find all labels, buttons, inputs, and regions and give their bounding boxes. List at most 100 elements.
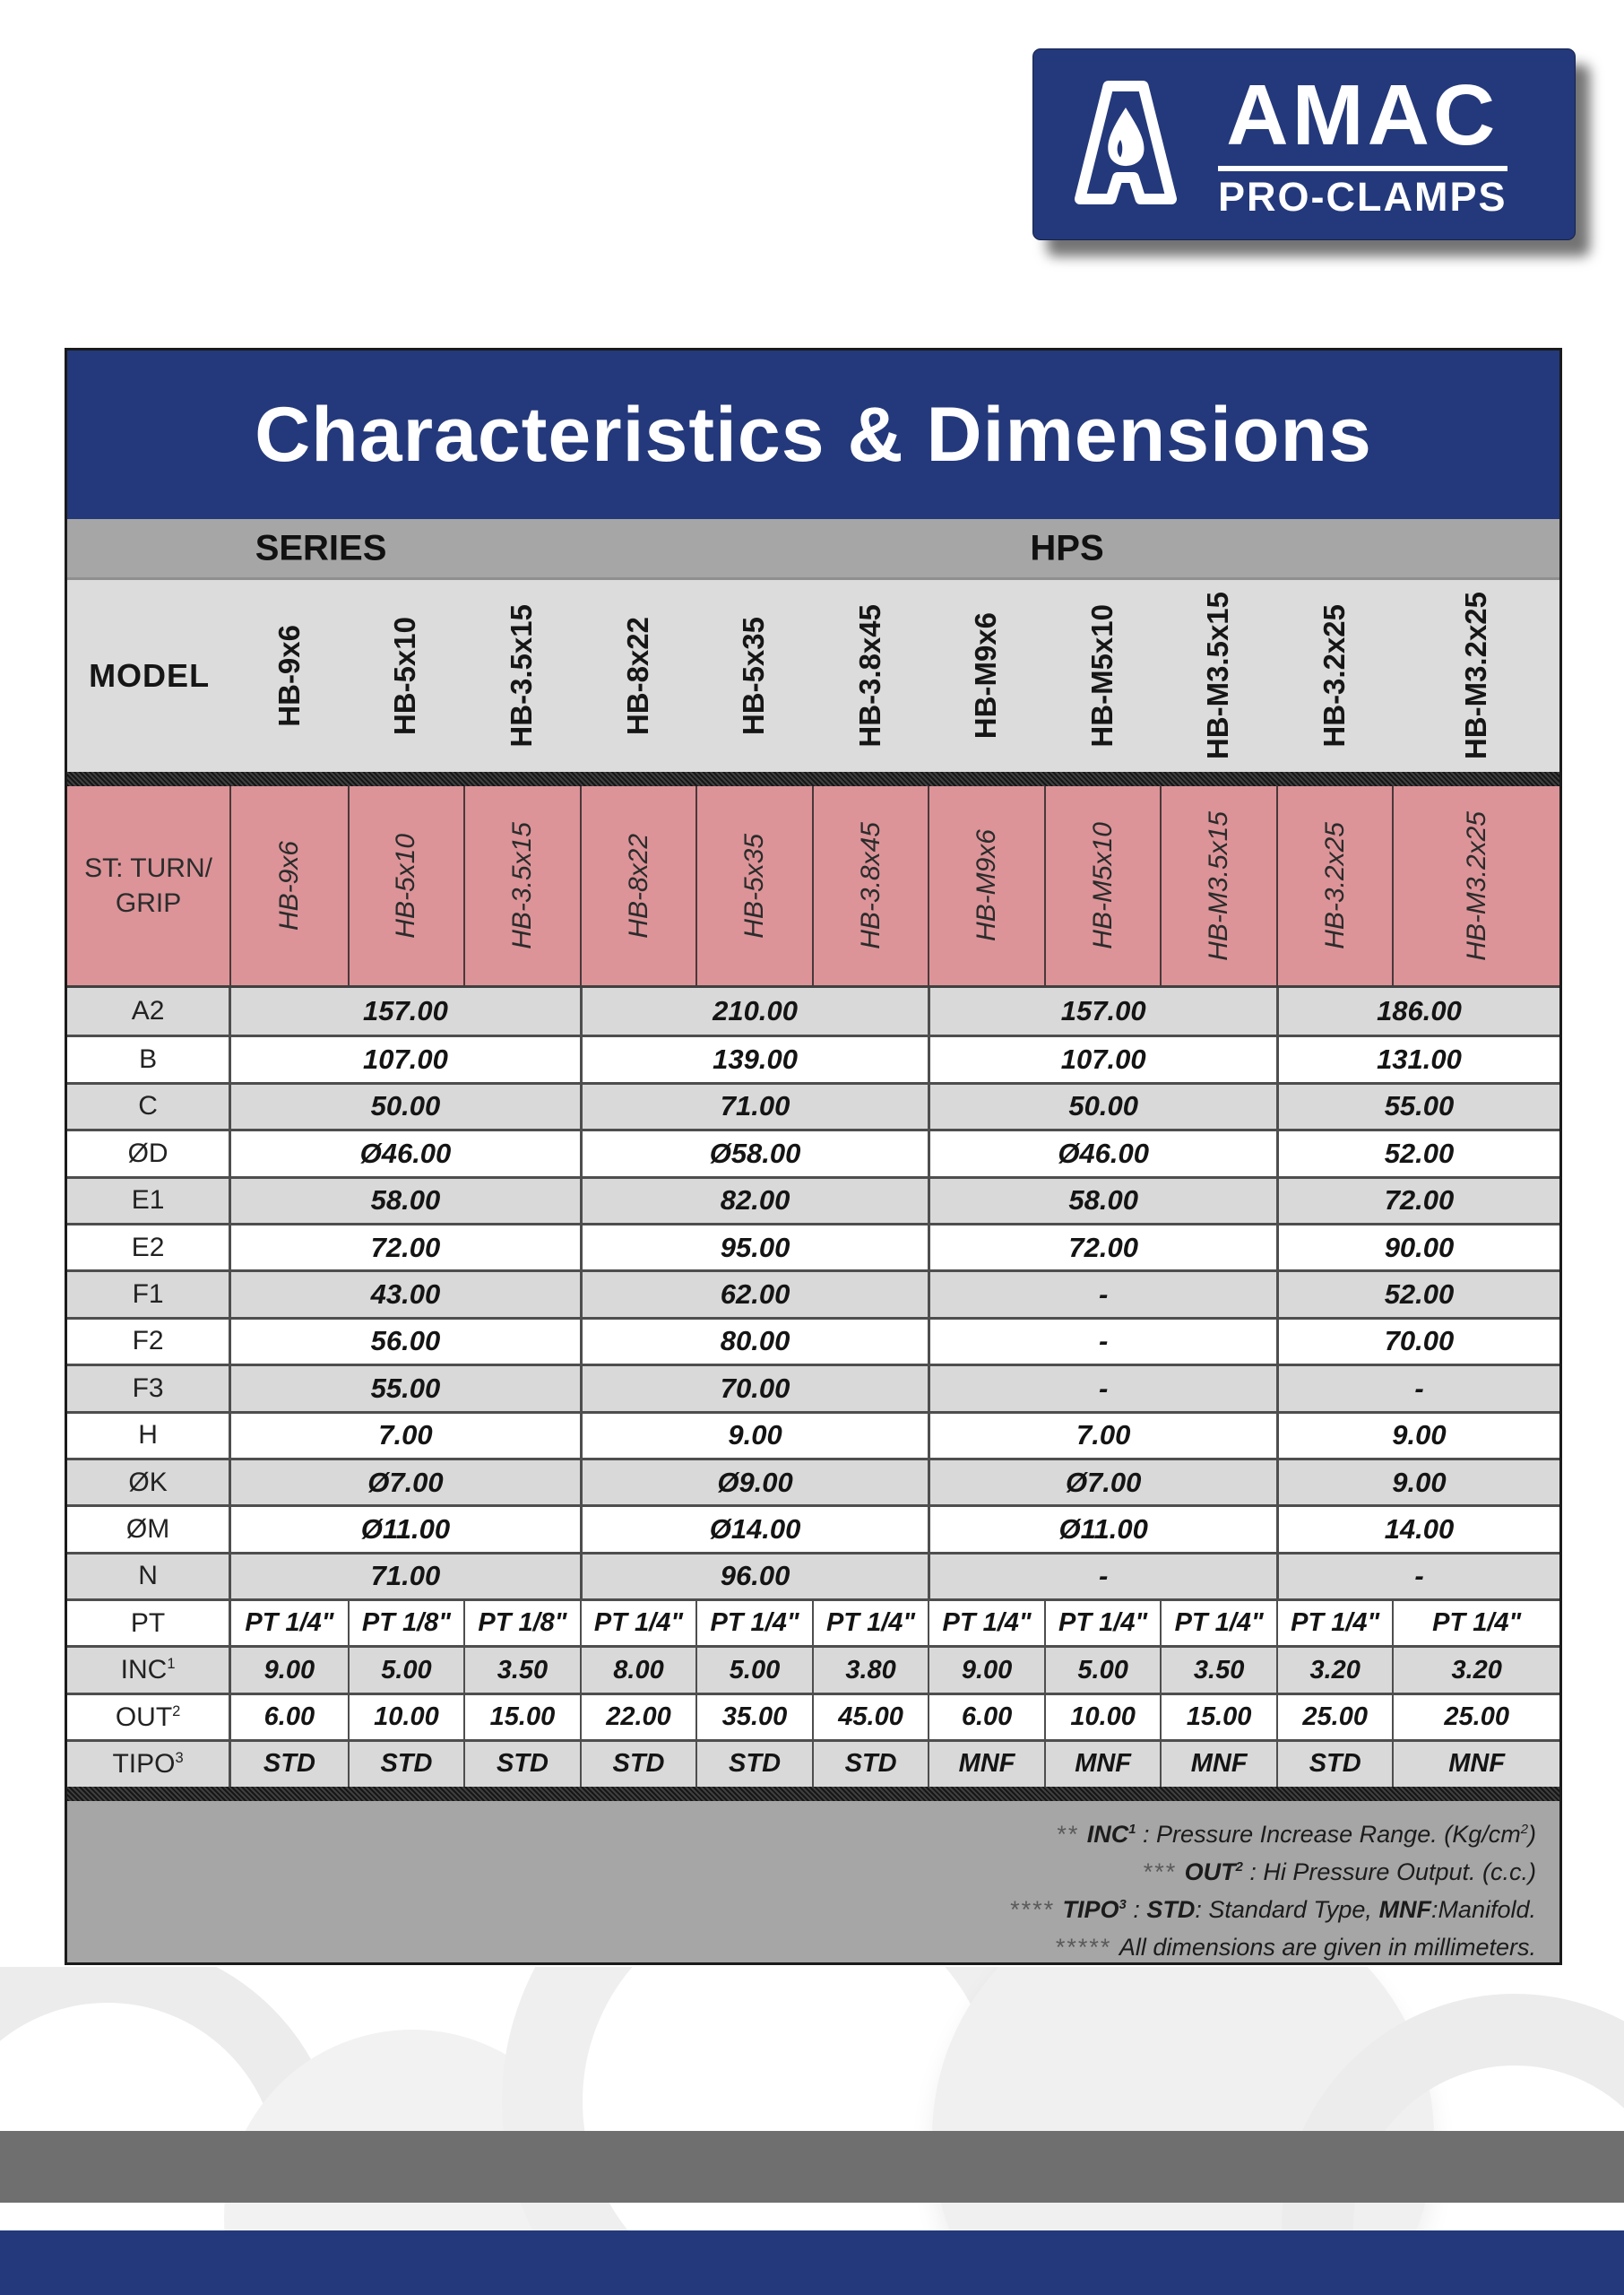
dim-value-cell: 50.00 <box>370 1090 441 1122</box>
dim-value-cell: Ø11.00 <box>360 1512 451 1545</box>
dim-value-cell: Ø58.00 <box>579 1131 929 1176</box>
row-label-superscript: 2 <box>172 1702 181 1719</box>
spec-value-cell: PT 1/4" <box>245 1608 334 1638</box>
dim-value-cell: 210.00 <box>579 988 929 1035</box>
model-name: HB-3.5x15 <box>504 604 538 748</box>
model-name: HB-8x22 <box>620 616 654 736</box>
row-label: B <box>67 1037 232 1082</box>
dim-value-cell: 72.00 <box>928 1225 1276 1270</box>
footnote-superscript: 2 <box>1235 1859 1243 1875</box>
model-name: HB-M3.2x25 <box>1458 592 1492 760</box>
st-turn-grip-row: ST: TURN/ GRIP HB-9x6 HB-5x10 HB-3.5x15 HB-… <box>67 786 1559 988</box>
footnote-segment: MNF <box>1378 1895 1431 1923</box>
model-column-header: HB-9x6 <box>231 580 348 772</box>
st-column-header: HB-8x22 <box>579 786 696 985</box>
st-column-header: HB-9x6 <box>231 786 348 985</box>
st-model-name: HB-M9x6 <box>972 829 1002 942</box>
dim-value-cell: Ø7.00 <box>367 1466 444 1498</box>
dim-value-cell: - <box>928 1366 1276 1411</box>
page-title: Characteristics & Dimensions <box>255 391 1372 478</box>
dim-row: E1 58.00 82.00 58.00 72.00 <box>67 1175 1559 1223</box>
spec-value-cell: PT 1/4" <box>811 1601 929 1646</box>
model-column-header: HB-3.8x45 <box>812 580 929 772</box>
dim-row: F1 43.00 62.00-52.00 <box>67 1269 1559 1317</box>
model-name: HB-5x35 <box>737 616 771 736</box>
st-model-name: HB-M3.5x15 <box>1204 810 1234 961</box>
dim-value-cell: 80.00 <box>579 1319 929 1364</box>
footnote-segment: ) <box>1528 1820 1536 1848</box>
footnote-superscript: 3 <box>1119 1897 1127 1912</box>
dim-value-cell: 56.00 <box>370 1325 441 1357</box>
brand-subname: PRO-CLAMPS <box>1218 173 1507 220</box>
dim-value-cell: 96.00 <box>579 1554 929 1599</box>
row-label-text: OUT2 <box>115 1702 181 1732</box>
spec-row: OUT2 6.00 10.00 15.00 22.00 35.00 45.00 6.00 10.… <box>67 1692 1559 1740</box>
st-row-label-line1: ST: TURN/ <box>84 853 212 883</box>
st-column-header: HB-3.5x15 <box>463 786 580 985</box>
spec-value-cell: STD <box>811 1742 929 1787</box>
footnote-segment: All dimensions are given in millimeters. <box>1119 1933 1536 1961</box>
footnote-segment: Hi Pressure Output. (c.c.) <box>1263 1858 1536 1885</box>
st-model-name: HB-8x22 <box>623 833 653 939</box>
dim-value-cell: Ø11.00 <box>928 1507 1276 1552</box>
dim-row: E2 72.00 95.00 72.00 90.00 <box>67 1222 1559 1270</box>
spec-value-cell: MNF <box>1043 1742 1161 1787</box>
dim-value-cell: 58.00 <box>370 1184 441 1217</box>
footnote-superscript: 2 <box>1520 1822 1528 1837</box>
footnote-line: ** INC1 : Pressure Increase Range. (Kg/c… <box>67 1815 1536 1853</box>
dim-value-cell: Ø46.00 <box>928 1131 1276 1176</box>
row-label-text: INC1 <box>120 1655 176 1685</box>
dim-value-cell: 157.00 <box>928 988 1276 1035</box>
spec-value-cell: STD <box>463 1742 580 1787</box>
dim-value-cell: 55.00 <box>370 1372 441 1404</box>
footnote-superscript: 1 <box>1128 1822 1136 1837</box>
spec-row: INC1 9.00 5.00 3.50 8.00 5.00 3.80 9.00 5.00 3.50… <box>67 1645 1559 1693</box>
model-name: HB-3.2x25 <box>1317 604 1351 748</box>
st-column-header: HB-3.2x25 <box>1275 786 1393 985</box>
title-banner: Characteristics & Dimensions <box>67 351 1559 519</box>
footnote-segment: : <box>1242 1858 1264 1885</box>
brand-logo: AMAC PRO-CLAMPS <box>1032 48 1576 240</box>
st-column-header: HB-M9x6 <box>928 786 1044 985</box>
st-model-name: HB-M5x10 <box>1087 822 1118 949</box>
row-label: PT <box>67 1601 232 1646</box>
dim-row: ØM Ø11.00 Ø14.00 Ø11.00 14.00 <box>67 1504 1559 1552</box>
spec-value-cell: 9.00 <box>928 1648 1044 1693</box>
dim-value-cell: - <box>928 1554 1276 1599</box>
row-label: N <box>67 1554 232 1599</box>
spec-value-cell: 5.00 <box>347 1648 464 1693</box>
spec-value-cell: 45.00 <box>811 1694 929 1740</box>
footnote-segment: Pressure Increase Range. (Kg/cm <box>1156 1820 1521 1848</box>
row-label: A2 <box>67 988 232 1035</box>
spec-value-cell: 25.00 <box>1392 1694 1559 1740</box>
dim-value-cell: 62.00 <box>579 1272 929 1317</box>
dim-value-cell: 72.00 <box>370 1231 441 1263</box>
spec-value-cell: 15.00 <box>463 1694 580 1740</box>
row-label-text: PT <box>130 1607 166 1638</box>
dim-value-cell: 131.00 <box>1275 1037 1559 1082</box>
footnote-segment: :Manifold. <box>1430 1895 1536 1923</box>
dim-row: ØK Ø7.00 Ø9.00 Ø7.00 9.00 <box>67 1457 1559 1505</box>
dim-value-cell: 52.00 <box>1275 1131 1559 1176</box>
brand-divider <box>1218 165 1507 171</box>
spec-value-cell: PT 1/8" <box>347 1601 464 1646</box>
dim-value-cell: 9.00 <box>1275 1413 1559 1458</box>
spec-value-cell: STD <box>579 1742 696 1787</box>
footnote-segment: *** <box>1142 1858 1185 1885</box>
dim-row: F3 55.00 70.00- - <box>67 1364 1559 1411</box>
spec-value-cell: 8.00 <box>579 1648 696 1693</box>
dim-row: ØD Ø46.00 Ø58.00 Ø46.00 52.00 <box>67 1129 1559 1176</box>
footnote-segment: : <box>1126 1895 1147 1923</box>
model-name: HB-M3.5x15 <box>1201 592 1235 760</box>
st-model-name: HB-5x10 <box>391 833 421 939</box>
dim-value-cell: 7.00 <box>378 1419 433 1451</box>
spec-value-cell: PT 1/4" <box>928 1601 1044 1646</box>
dim-value-cell: 186.00 <box>1275 988 1559 1035</box>
footnote-segment: **** <box>1009 1895 1063 1923</box>
spec-row: TIPO3 STD STD STD STD STD STD MNF MNF MNF STD MNF <box>67 1739 1559 1787</box>
dim-value-cell: 7.00 <box>928 1413 1276 1458</box>
model-column-header: HB-5x10 <box>348 580 464 772</box>
model-label: MODEL <box>89 657 211 694</box>
series-label: SERIES <box>255 528 387 567</box>
